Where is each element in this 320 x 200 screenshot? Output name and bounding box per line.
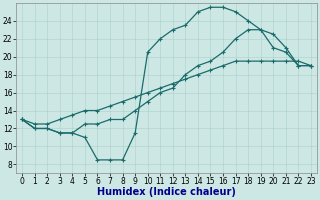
X-axis label: Humidex (Indice chaleur): Humidex (Indice chaleur) (97, 187, 236, 197)
